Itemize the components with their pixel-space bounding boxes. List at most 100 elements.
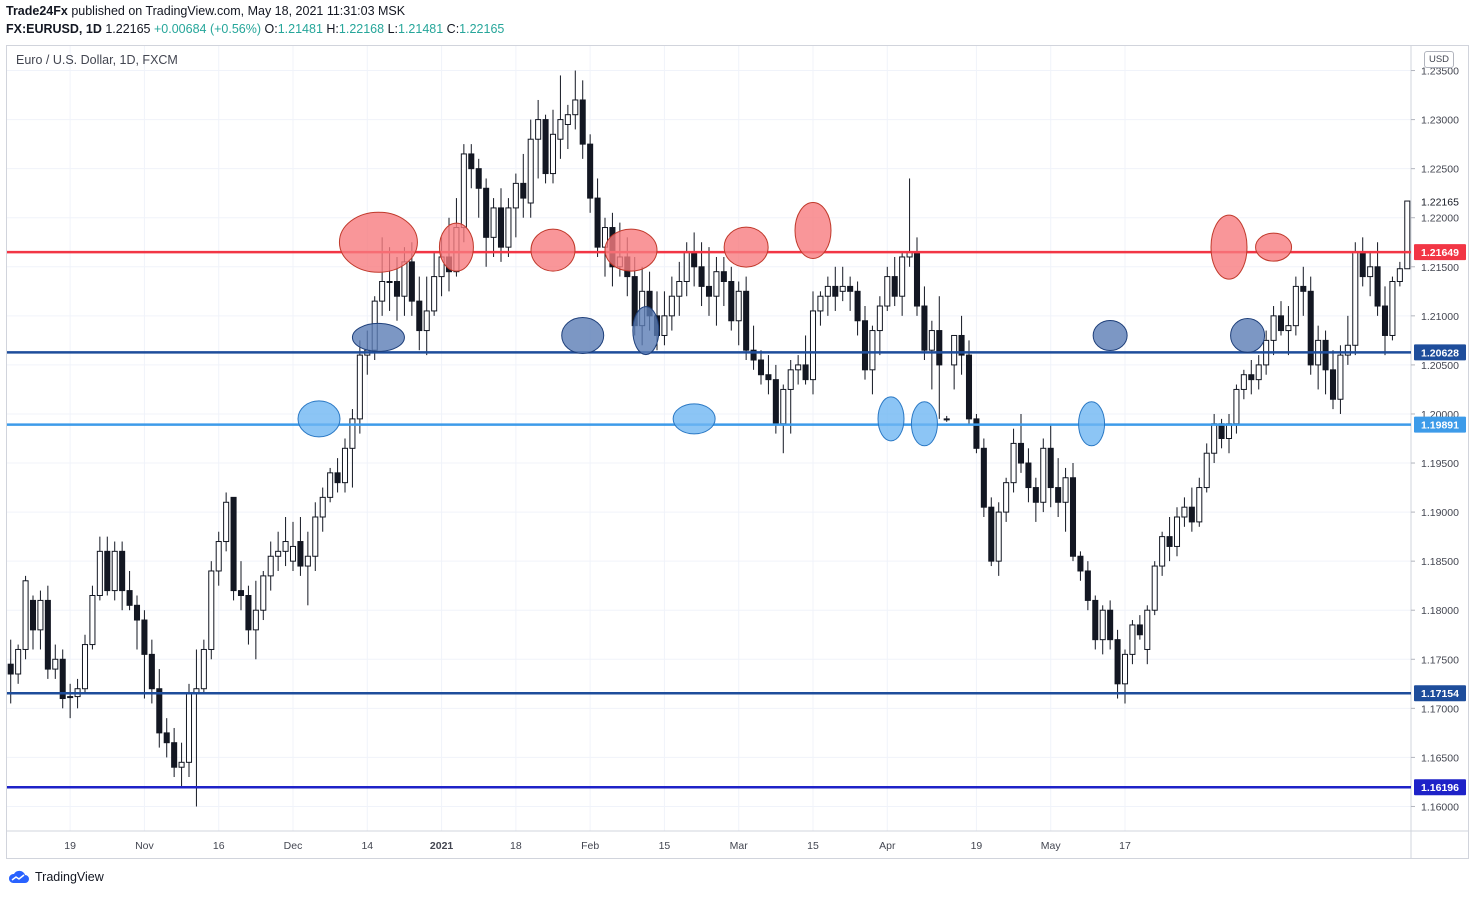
x-tick-label: 18 <box>510 840 522 852</box>
candle <box>1181 497 1188 527</box>
candle <box>1062 467 1069 532</box>
candle-body <box>386 281 393 283</box>
candle <box>572 70 579 130</box>
candle-body <box>171 742 178 768</box>
candle <box>809 291 817 395</box>
candle-body <box>1181 506 1188 518</box>
candle-body <box>913 251 921 307</box>
level-price-label: 1.17154 <box>1421 688 1459 700</box>
candle-body <box>237 590 245 597</box>
x-tick-label: May <box>1041 840 1062 852</box>
candle-body <box>483 187 490 238</box>
candle <box>564 104 571 150</box>
candle-body <box>691 251 698 268</box>
candle-body <box>1381 305 1389 336</box>
candle-body <box>497 207 505 248</box>
candle-body <box>1300 285 1307 292</box>
open-label: O: <box>264 22 278 36</box>
candle <box>512 173 519 238</box>
candle-body <box>1329 369 1337 400</box>
candle-body <box>208 570 215 650</box>
close-label: C: <box>446 22 460 36</box>
currency-button[interactable]: USD <box>1424 51 1454 68</box>
candle-body <box>1218 423 1225 439</box>
y-tick-label: 1.22000 <box>1421 213 1459 225</box>
tradingview-logo[interactable]: TradingView <box>8 870 104 884</box>
y-tick-label: 1.17500 <box>1421 654 1459 666</box>
candle-body <box>7 663 14 675</box>
candle <box>1121 649 1129 704</box>
y-tick-label: 1.16000 <box>1421 801 1459 813</box>
publisher-name[interactable]: Trade24Fx <box>6 4 68 18</box>
candle-body <box>133 604 141 621</box>
candle <box>980 438 987 517</box>
candle-body <box>750 349 757 361</box>
candle-body <box>861 320 869 371</box>
candle-body <box>713 271 720 297</box>
candle <box>1233 384 1240 434</box>
candle-body <box>780 388 787 425</box>
candle <box>1159 531 1166 576</box>
candle <box>1225 413 1233 454</box>
candle-body <box>772 379 779 425</box>
candle <box>787 360 794 434</box>
candle-body <box>1047 447 1054 489</box>
candle <box>705 247 713 316</box>
candle <box>817 291 824 326</box>
candle-body <box>282 541 289 552</box>
x-tick-label: Dec <box>284 840 303 852</box>
candle-body <box>401 261 408 297</box>
candle-body <box>1404 200 1411 270</box>
candle <box>1099 605 1106 655</box>
candle <box>96 536 103 601</box>
candle-body <box>802 364 809 381</box>
candle-body <box>104 550 111 592</box>
candle <box>1025 448 1032 503</box>
candle-body <box>854 290 861 322</box>
candle <box>1196 477 1203 527</box>
candle <box>490 198 497 257</box>
candle-body <box>341 447 349 484</box>
level-price-label: 1.19891 <box>1421 420 1459 432</box>
candle-body <box>379 281 386 302</box>
candle-body <box>1359 251 1366 278</box>
candle-body <box>178 761 185 768</box>
highlight-ellipse <box>672 403 716 435</box>
candle <box>943 415 950 422</box>
candle <box>141 610 148 699</box>
pane-title: Euro / U.S. Dollar, 1D, FXCM <box>16 53 178 67</box>
candle <box>312 502 319 571</box>
candle <box>193 649 200 807</box>
candle <box>341 438 349 493</box>
candle <box>163 718 170 758</box>
candle <box>520 153 527 218</box>
candle <box>936 296 943 419</box>
candle-body <box>423 310 430 332</box>
candle <box>549 109 557 184</box>
candle-body <box>891 276 898 297</box>
candle-body <box>705 285 713 297</box>
candle-body <box>765 374 772 381</box>
candle <box>928 320 935 390</box>
candle <box>1352 242 1359 356</box>
candle-body <box>757 359 765 376</box>
candle-body <box>661 315 668 336</box>
candle <box>951 334 958 390</box>
candle-body <box>1337 354 1344 400</box>
level-price-tag <box>1414 685 1466 702</box>
x-tick-label: 15 <box>659 840 671 852</box>
candle-body <box>542 119 549 175</box>
ohlc-legend: FX:EURUSD, 1D 1.22165 +0.00684 (+0.56%) … <box>6 22 504 36</box>
candle <box>245 585 252 645</box>
chart-frame <box>6 45 1469 859</box>
candle-body <box>505 207 512 248</box>
candle <box>29 595 37 650</box>
candle-body <box>1367 266 1374 278</box>
candle-body <box>81 644 89 690</box>
publish-info: Trade24Fx published on TradingView.com, … <box>6 4 405 18</box>
candle <box>171 727 178 778</box>
candle <box>111 541 118 601</box>
symbol-label[interactable]: FX:EURUSD, 1D <box>6 22 102 36</box>
candle-body <box>1032 487 1039 503</box>
